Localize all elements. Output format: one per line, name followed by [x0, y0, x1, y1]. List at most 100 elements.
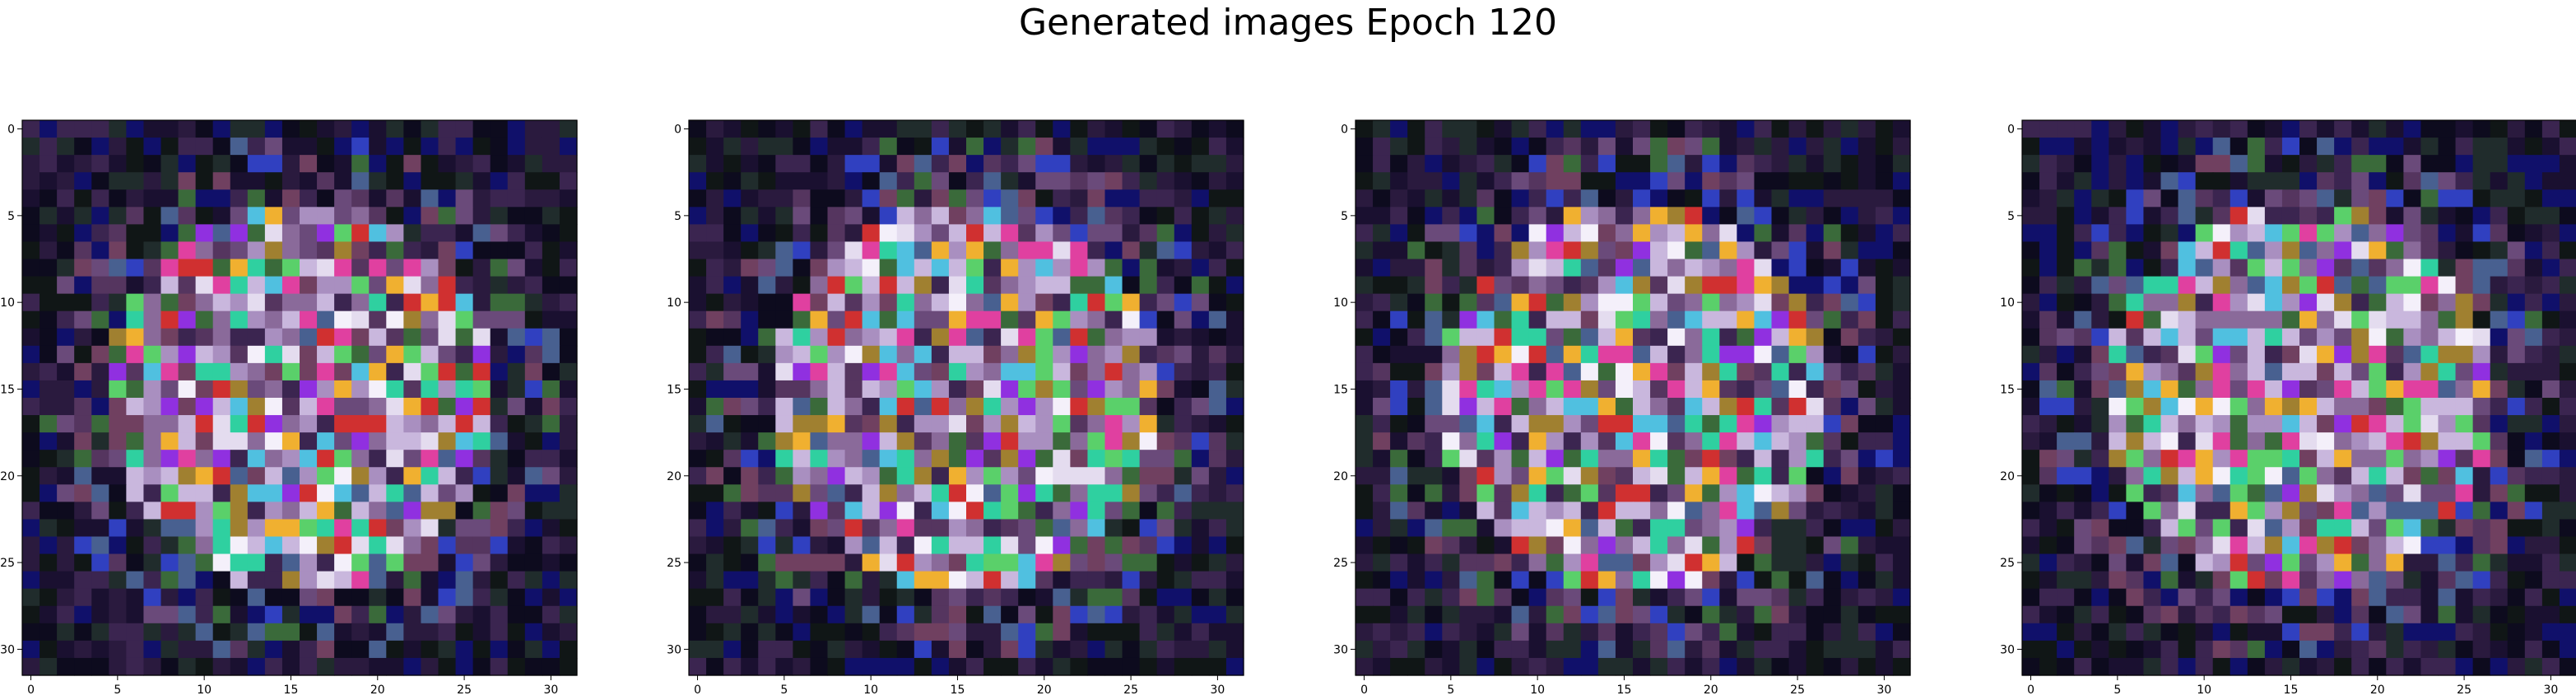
pixel-cell — [160, 519, 179, 538]
pixel-cell — [2386, 328, 2404, 347]
pixel-cell — [1070, 553, 1089, 572]
pixel-cell — [109, 207, 127, 225]
pixel-cell — [1685, 328, 1703, 347]
pixel-cell — [1528, 276, 1547, 295]
pixel-cell — [810, 605, 829, 624]
pixel-cell — [317, 380, 335, 399]
pixel-cell — [2091, 588, 2109, 607]
pixel-cell — [2022, 120, 2040, 138]
pixel-cell — [1875, 432, 1894, 450]
pixel-cell — [2490, 172, 2509, 190]
pixel-cell — [1737, 345, 1755, 364]
pixel-cell — [1702, 640, 1720, 659]
pixel-cell — [896, 553, 915, 572]
pixel-cell — [810, 328, 829, 347]
pixel-cell — [1191, 536, 1210, 555]
pixel-cell — [1771, 553, 1790, 572]
pixel-cell — [2247, 415, 2266, 433]
pixel-cell — [247, 432, 266, 450]
pixel-cell — [983, 467, 1002, 485]
pixel-cell — [1156, 588, 1175, 607]
pixel-cell — [758, 276, 776, 295]
pixel-cell — [542, 519, 560, 538]
pixel-cell — [1425, 450, 1443, 468]
pixel-cell — [2317, 432, 2335, 450]
pixel-cell — [2264, 172, 2283, 190]
pixel-cell — [281, 224, 300, 243]
pixel-cell — [1087, 138, 1106, 156]
pixel-cell — [914, 224, 932, 243]
pixel-cell — [2022, 362, 2040, 381]
pixel-cell — [689, 415, 707, 433]
pixel-cell — [1892, 432, 1911, 450]
y-tick-label: 5 — [674, 210, 681, 223]
pixel-cell — [1667, 241, 1686, 260]
pixel-cell — [403, 553, 422, 572]
pixel-cell — [281, 398, 300, 416]
pixel-cell — [57, 484, 75, 502]
pixel-cell — [1823, 605, 1842, 624]
pixel-cell — [1139, 536, 1158, 555]
pixel-cell — [507, 467, 526, 485]
pixel-cell — [126, 553, 145, 572]
pixel-cell — [896, 189, 915, 208]
pixel-cell — [455, 345, 474, 364]
pixel-cell — [2057, 138, 2075, 156]
pixel-cell — [22, 450, 40, 468]
pixel-cell — [983, 502, 1002, 520]
pixel-cell — [57, 605, 75, 624]
pixel-cell — [1355, 502, 1374, 520]
pixel-cell — [438, 224, 457, 243]
pixel-cell — [862, 605, 881, 624]
pixel-cell — [334, 415, 352, 433]
pixel-cell — [706, 398, 724, 416]
pixel-cell — [1053, 571, 1071, 590]
pixel-cell — [2490, 657, 2509, 676]
pixel-cell — [1425, 207, 1443, 225]
pixel-cell — [1563, 484, 1582, 502]
pixel-cell — [1892, 605, 1911, 624]
pixel-cell — [143, 293, 162, 312]
pixel-cell — [1511, 553, 1530, 572]
pixel-cell — [793, 138, 811, 156]
pixel-cell — [689, 362, 707, 381]
pixel-cell — [948, 224, 967, 243]
pixel-cell — [1087, 588, 1106, 607]
pixel-cell — [793, 450, 811, 468]
pixel-cell — [1754, 224, 1773, 243]
pixel-cell — [2247, 241, 2266, 260]
pixel-cell — [2369, 224, 2387, 243]
pixel-cell — [1563, 588, 1582, 607]
pixel-cell — [1373, 276, 1391, 295]
pixel-cell — [1122, 640, 1141, 659]
pixel-cell — [741, 328, 759, 347]
pixel-cell — [2334, 293, 2352, 312]
pixel-cell — [1788, 293, 1807, 312]
pixel-cell — [195, 362, 214, 381]
pixel-cell — [1580, 519, 1599, 538]
pixel-cell — [1018, 467, 1036, 485]
pixel-cell — [1476, 623, 1495, 642]
pixel-cell — [1425, 138, 1443, 156]
pixel-cell — [351, 362, 370, 381]
pixel-cell — [74, 224, 92, 243]
pixel-cell — [914, 588, 932, 607]
pixel-cell — [490, 640, 509, 659]
pixel-cell — [1788, 224, 1807, 243]
pixel-cell — [490, 310, 509, 329]
pixel-cell — [966, 484, 984, 502]
pixel-cell — [2039, 536, 2058, 555]
pixel-cell — [2178, 415, 2197, 433]
pixel-cell — [1476, 138, 1495, 156]
pixel-cell — [1355, 398, 1374, 416]
pixel-cell — [1771, 657, 1790, 676]
pixel-cell — [2247, 310, 2266, 329]
pixel-cell — [178, 276, 197, 295]
pixel-cell — [2559, 657, 2576, 676]
pixel-cell — [91, 657, 109, 676]
pixel-cell — [2507, 380, 2526, 399]
pixel-cell — [896, 484, 915, 502]
pixel-cell — [2351, 484, 2369, 502]
pixel-cell — [2160, 138, 2179, 156]
pixel-cell — [1528, 362, 1547, 381]
